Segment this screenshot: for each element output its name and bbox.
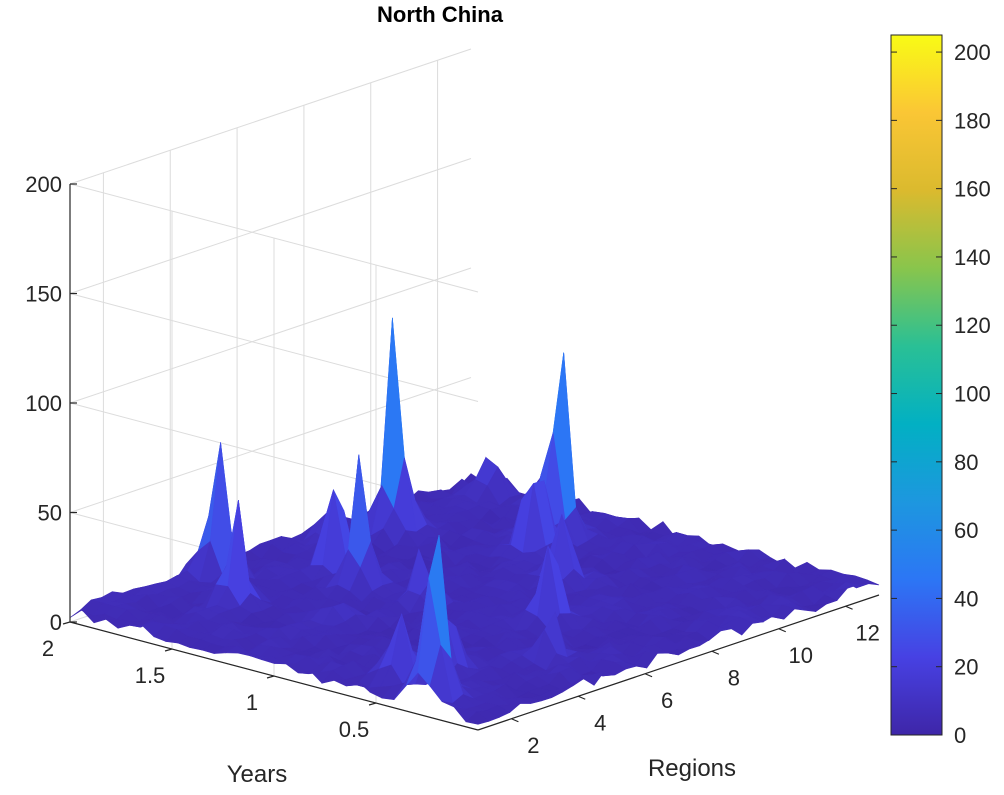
z-tick-label: 0 <box>50 610 62 635</box>
y-tick-mark <box>266 675 275 679</box>
x-tick-mark <box>511 718 519 723</box>
z-tick-label: 200 <box>25 172 62 197</box>
x-tick-mark <box>644 673 653 678</box>
x-tick-label: 8 <box>728 665 740 690</box>
x-axis-line <box>477 594 880 731</box>
z-tick-label: 100 <box>25 391 62 416</box>
x-axis-label: Regions <box>648 755 736 782</box>
y-tick-label: 1.5 <box>135 663 166 688</box>
colorbar-tick-label: 120 <box>954 313 991 338</box>
x-tick-mark <box>578 695 586 700</box>
y-tick-mark <box>164 648 173 652</box>
colorbar-tick-label: 180 <box>954 108 991 133</box>
y-tick-mark <box>62 621 71 625</box>
colorbar-tick-label: 200 <box>954 40 991 65</box>
y-axis-label: Years <box>227 761 288 788</box>
grid-line <box>69 377 472 513</box>
y-tick-label: 2 <box>42 636 54 661</box>
chart-title: North China <box>377 2 504 27</box>
x-tick-label: 4 <box>594 710 606 735</box>
colorbar-tick-label: 60 <box>954 518 978 543</box>
colorbar-tick-label: 40 <box>954 586 978 611</box>
colorbar-gradient <box>890 34 943 736</box>
surface-patch <box>465 711 490 725</box>
x-tick-label: 2 <box>527 733 539 758</box>
colorbar-tick-label: 0 <box>954 723 966 748</box>
colorbar: 0 20 40 60 80 100 120 140 160 180 200 <box>890 34 991 748</box>
grid-line <box>69 48 472 185</box>
colorbar-tick-label: 160 <box>954 177 991 202</box>
colorbar-tick-label: 20 <box>954 655 978 680</box>
z-tick-label: 150 <box>25 282 62 307</box>
colorbar-ticks: 0 20 40 60 80 100 120 140 160 180 200 <box>891 40 991 748</box>
grid-line <box>69 158 472 294</box>
y-tick-label: 1 <box>246 690 258 715</box>
grid-line <box>69 267 472 404</box>
y-tick-label: 0.5 <box>339 717 370 742</box>
colorbar-tick-label: 80 <box>954 450 978 475</box>
axes: 0 50 100 150 200 0.5 1 1.5 2 2 4 6 8 10 12 <box>25 172 880 758</box>
x-tick-label: 6 <box>661 688 673 713</box>
x-tick-mark <box>845 605 853 610</box>
x-tick-mark <box>778 628 786 633</box>
x-tick-label: 12 <box>855 620 879 645</box>
z-tick-label: 50 <box>38 501 62 526</box>
x-tick-label: 10 <box>789 643 813 668</box>
y-tick-mark <box>368 702 377 706</box>
surface <box>69 317 880 725</box>
x-tick-mark <box>711 650 720 655</box>
colorbar-tick-label: 140 <box>954 245 991 270</box>
colorbar-tick-label: 100 <box>954 382 991 407</box>
